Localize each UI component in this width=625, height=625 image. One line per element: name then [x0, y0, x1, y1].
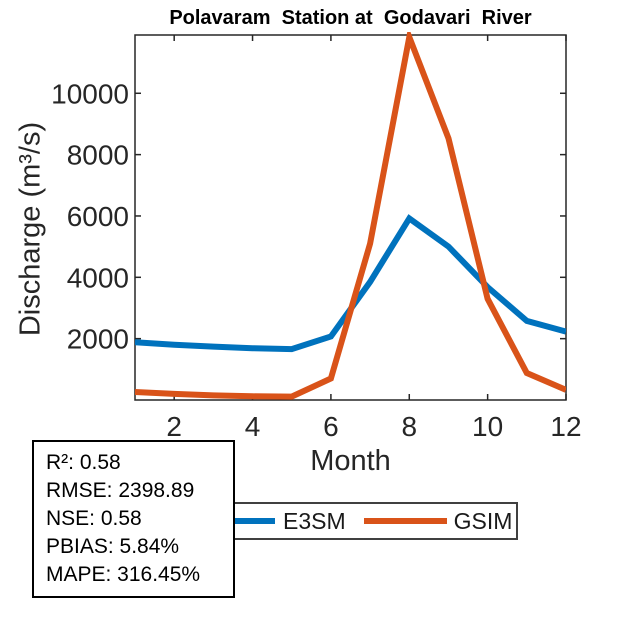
- legend-label-e3sm: E3SM: [283, 507, 346, 534]
- x-tick-label: 6: [323, 411, 339, 442]
- stat-line-rmse: RMSE: 2398.89: [46, 479, 195, 502]
- stat-line-r2: R²: 0.58: [46, 451, 121, 474]
- x-tick-label: 2: [166, 411, 182, 442]
- stats-box: R²: 0.58 RMSE: 2398.89 NSE: 0.58 PBIAS: …: [32, 440, 235, 598]
- y-tick-label: 6000: [67, 201, 129, 232]
- x-axis-label: Month: [310, 445, 391, 477]
- y-tick-label: 10000: [51, 78, 129, 109]
- axes-frame: [134, 34, 567, 401]
- x-tick-label: 8: [401, 411, 417, 442]
- y-tick-label: 4000: [67, 262, 129, 293]
- series-line-gsim: [135, 32, 566, 400]
- x-tick-label: 12: [550, 411, 581, 442]
- x-tick-label: 4: [245, 411, 261, 442]
- y-axis-label: Discharge (m³/s): [14, 121, 47, 337]
- stat-line-pbias: PBIAS: 5.84%: [46, 535, 180, 558]
- y-tick-label: 2000: [67, 324, 129, 355]
- stat-line-nse: NSE: 0.58: [46, 507, 142, 530]
- stat-line-mape: MAPE: 316.45%: [46, 563, 201, 586]
- y-tick-label: 8000: [67, 140, 129, 171]
- chart-title: Polavaram Station at Godavari River: [169, 7, 532, 29]
- legend-label-gsim: GSIM: [453, 507, 513, 534]
- legend-line-gsim: [363, 518, 447, 524]
- x-tick-label: 10: [472, 411, 503, 442]
